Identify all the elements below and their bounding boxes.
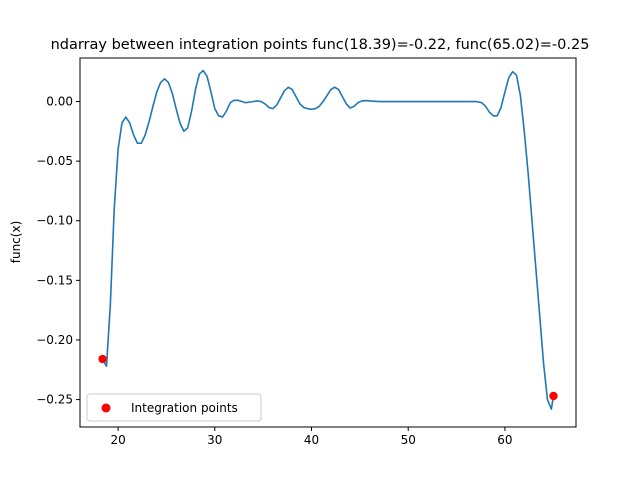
legend-marker bbox=[101, 403, 111, 413]
x-tick-label: 60 bbox=[497, 433, 512, 447]
chart-title: ndarray between integration points func(… bbox=[51, 37, 590, 53]
y-axis-label: func(x) bbox=[9, 221, 23, 264]
y-tick-label: −0.05 bbox=[36, 154, 73, 168]
y-tick-label: 0.00 bbox=[46, 95, 73, 109]
y-tick-label: −0.10 bbox=[36, 214, 73, 228]
integration-point bbox=[549, 391, 558, 401]
legend-label: Integration points bbox=[131, 401, 238, 415]
x-tick-label: 20 bbox=[110, 433, 125, 447]
y-tick-label: −0.25 bbox=[36, 393, 73, 407]
y-tick-label: −0.20 bbox=[36, 333, 73, 347]
x-tick-label: 50 bbox=[401, 433, 416, 447]
x-tick-label: 30 bbox=[207, 433, 222, 447]
y-axis: 0.00 −0.05 −0.10 −0.15 −0.20 −0.25 bbox=[36, 95, 80, 407]
integration-point bbox=[98, 354, 107, 364]
axes-frame bbox=[79, 57, 577, 428]
y-tick-label: −0.15 bbox=[36, 273, 73, 287]
legend: Integration points bbox=[86, 393, 262, 422]
series-line bbox=[101, 69, 555, 410]
x-axis: 20 30 40 50 60 bbox=[110, 427, 513, 447]
legend-box bbox=[86, 393, 262, 422]
plot-area bbox=[79, 57, 577, 428]
x-tick-label: 40 bbox=[304, 433, 319, 447]
